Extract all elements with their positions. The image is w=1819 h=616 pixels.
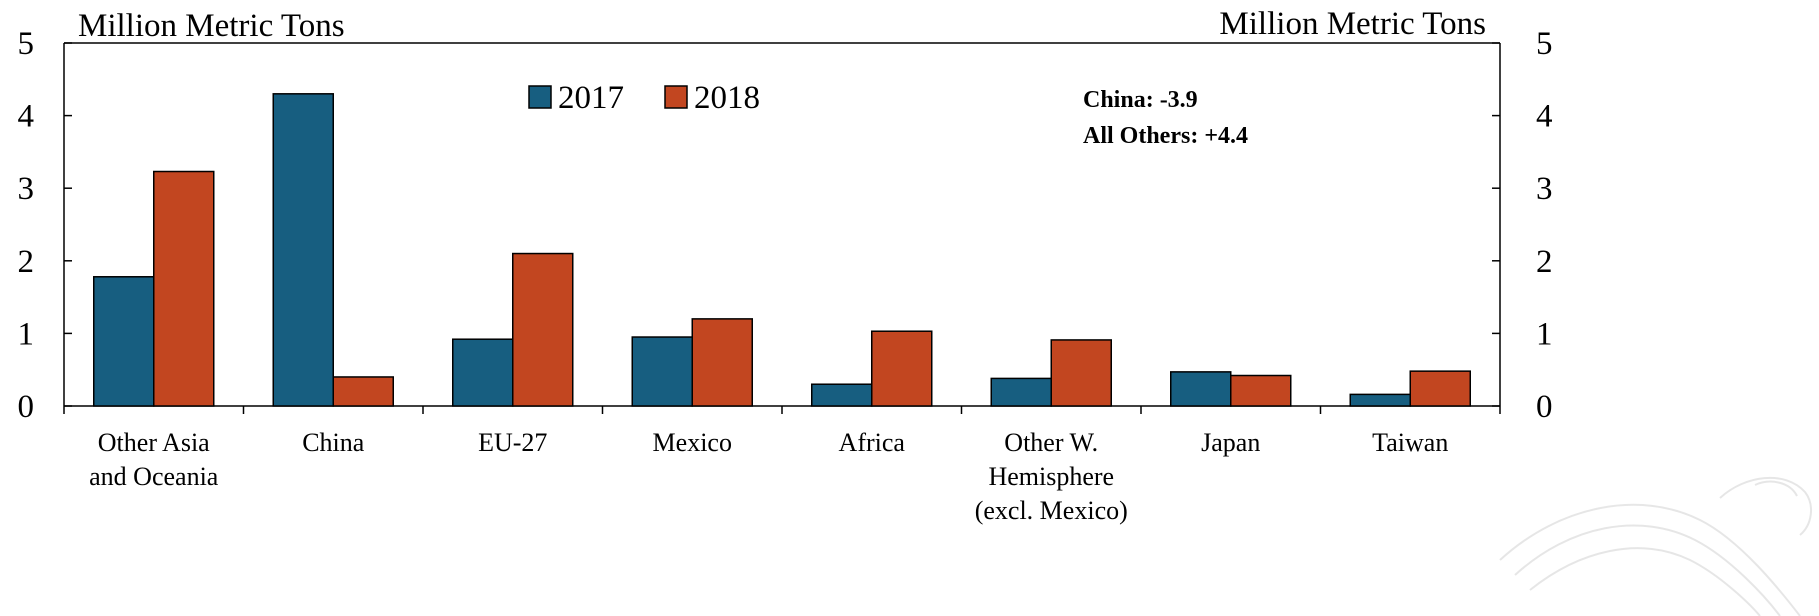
- left-y-axis: 0 1 2 3 4 5: [18, 26, 72, 425]
- left-tick-label: 1: [18, 316, 35, 352]
- right-tick-label: 3: [1536, 171, 1553, 207]
- legend-swatch-2017: [528, 85, 552, 109]
- left-tick-label: 4: [18, 99, 35, 135]
- legend: 2017 2018: [528, 80, 760, 116]
- eagle-seal-watermark: [1499, 476, 1812, 616]
- left-tick-label: 3: [18, 171, 35, 207]
- legend-label-2018: 2018: [694, 80, 760, 116]
- bar-2017: [811, 383, 873, 407]
- category-label: Africa: [839, 428, 906, 457]
- right-tick-label: 2: [1536, 244, 1553, 280]
- right-axis-title: Million Metric Tons: [1219, 6, 1486, 42]
- bar-2018: [332, 376, 394, 407]
- category-label: Mexico: [653, 428, 732, 457]
- bars-group: [93, 93, 1471, 407]
- bar-2018: [691, 318, 753, 407]
- right-tick-label: 1: [1536, 316, 1553, 352]
- right-y-axis: 0 1 2 3 4 5: [1492, 26, 1553, 425]
- legend-swatch-2018: [664, 85, 688, 109]
- category-label: Taiwan: [1372, 428, 1448, 457]
- bar-2017: [93, 276, 155, 407]
- bar-2017: [272, 93, 334, 407]
- legend-label-2017: 2017: [558, 80, 624, 116]
- bar-2017: [1349, 393, 1411, 407]
- right-tick-label: 5: [1536, 26, 1553, 62]
- right-tick-label: 0: [1536, 389, 1553, 425]
- bar-2018: [1050, 339, 1112, 407]
- category-label: Other Asia: [98, 428, 210, 457]
- bar-2017: [1170, 371, 1232, 407]
- bar-2018: [1409, 370, 1471, 407]
- bar-2018: [512, 252, 574, 407]
- left-tick-label: 0: [18, 389, 35, 425]
- category-label: (excl. Mexico): [975, 496, 1128, 525]
- annotation-china: China: -3.9: [1083, 87, 1198, 113]
- category-label: Other W.: [1004, 428, 1098, 457]
- bar-2018: [1230, 374, 1292, 407]
- bar-2018: [153, 170, 215, 407]
- bar-2017: [631, 336, 693, 407]
- category-label: and Oceania: [89, 462, 219, 491]
- category-label: Japan: [1201, 428, 1260, 457]
- left-axis-title: Million Metric Tons: [78, 8, 345, 44]
- annotation-all-others: All Others: +4.4: [1083, 123, 1248, 149]
- left-tick-label: 5: [18, 26, 35, 62]
- right-tick-label: 4: [1536, 99, 1553, 135]
- left-tick-label: 2: [18, 244, 35, 280]
- category-label: Hemisphere: [988, 462, 1114, 491]
- x-axis-labels: Other Asia and Oceania China EU-27 Mexico Afr…: [63, 406, 1501, 525]
- bar-2017: [452, 338, 514, 407]
- bar-2018: [871, 330, 933, 407]
- bar-2017: [990, 377, 1052, 407]
- category-label: EU-27: [478, 428, 547, 457]
- category-label: China: [302, 428, 365, 457]
